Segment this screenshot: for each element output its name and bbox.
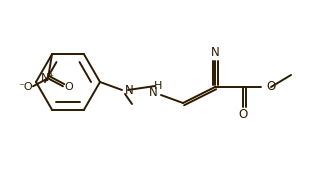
Text: N: N xyxy=(149,87,157,99)
Text: O: O xyxy=(65,82,73,92)
Text: N⁺: N⁺ xyxy=(41,73,55,83)
Text: N: N xyxy=(125,84,134,96)
Text: O: O xyxy=(266,81,275,93)
Text: ⁻O: ⁻O xyxy=(19,82,33,92)
Text: H: H xyxy=(154,81,162,91)
Text: O: O xyxy=(238,107,248,121)
Text: N: N xyxy=(211,45,219,59)
